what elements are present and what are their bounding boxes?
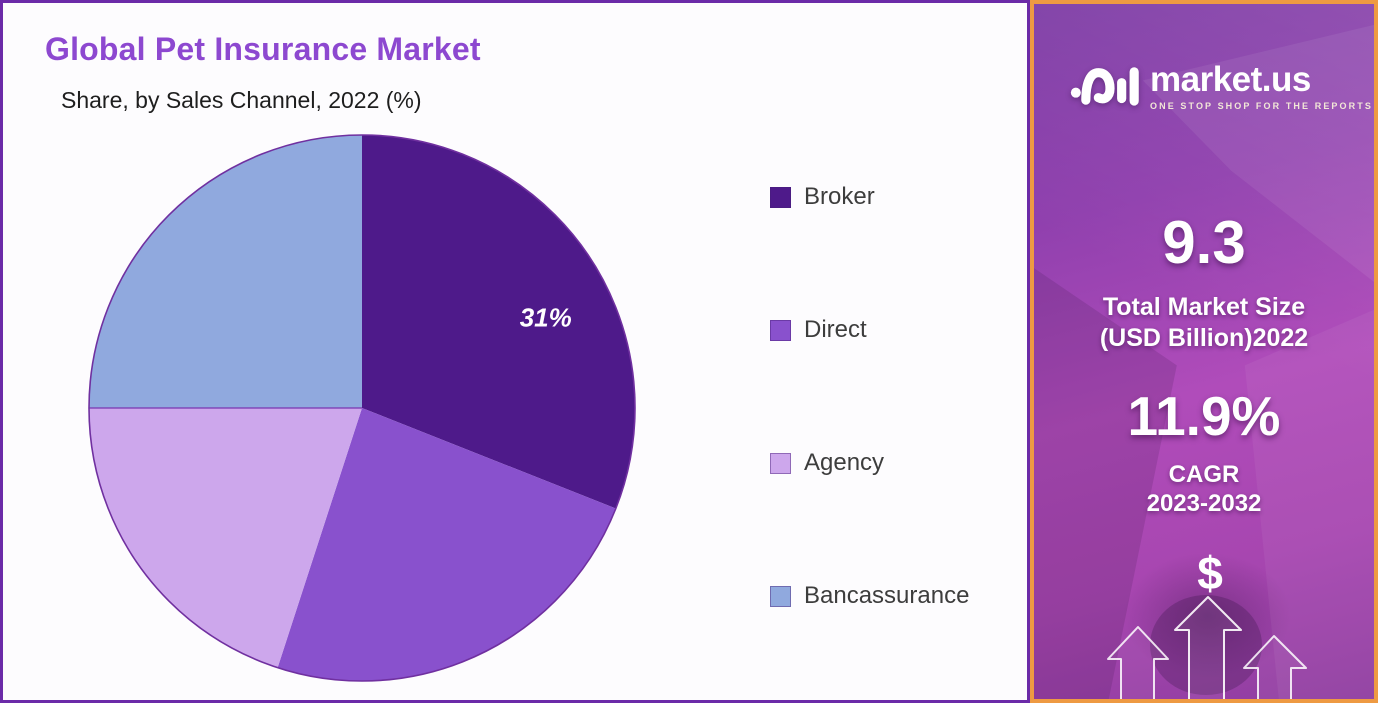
market-size-label: Total Market Size (USD Billion)2022 bbox=[1034, 292, 1374, 353]
market-size-label-line2: (USD Billion)2022 bbox=[1099, 323, 1309, 352]
legend-label: Broker bbox=[804, 183, 875, 210]
pie-slice-bancassurance bbox=[89, 135, 362, 408]
legend-swatch-direct bbox=[770, 319, 791, 341]
cagr-label: CAGR 2023-2032 bbox=[1034, 460, 1374, 519]
up-arrow-icon bbox=[1107, 626, 1169, 699]
legend-item-bancassurance: Bancassurance bbox=[770, 582, 969, 610]
chart-subtitle: Share, by Sales Channel, 2022 (%) bbox=[61, 87, 422, 113]
legend-label: Agency bbox=[804, 449, 885, 476]
legend-item-direct: Direct bbox=[770, 316, 969, 344]
legend-swatch-broker bbox=[770, 186, 791, 208]
cagr-value: 11.9% bbox=[1127, 385, 1281, 447]
dollar-icon: $ bbox=[1197, 547, 1223, 599]
legend-item-broker: Broker bbox=[770, 183, 969, 211]
marketus-logo-icon bbox=[1070, 67, 1139, 106]
up-arrow-icon bbox=[1243, 635, 1307, 699]
market-size-label-line1: Total Market Size bbox=[1102, 293, 1306, 321]
legend-swatch-agency bbox=[770, 452, 791, 474]
legend-item-agency: Agency bbox=[770, 449, 969, 477]
chart-title: Global Pet Insurance Market bbox=[45, 31, 481, 67]
up-arrow-icon bbox=[1174, 596, 1242, 699]
pie-slice-label-broker: 31% bbox=[520, 303, 572, 333]
market-size-value: 9.3 bbox=[1162, 209, 1246, 276]
brand-logo: market.us ONE STOP SHOP FOR THE REPORTS bbox=[1070, 60, 1373, 112]
brand-name: market.us bbox=[1150, 59, 1311, 99]
dark-circle-shape bbox=[1150, 595, 1262, 695]
pie-slice-direct bbox=[277, 408, 616, 682]
chart-panel: Global Pet Insurance Market Share, by Sa… bbox=[0, 0, 1030, 703]
brand-sidebar: market.us ONE STOP SHOP FOR THE REPORTS … bbox=[1030, 0, 1378, 703]
cagr-label-line2: 2023-2032 bbox=[1146, 490, 1262, 518]
pie-chart: 31% bbox=[88, 134, 636, 682]
chart-legend: Broker Direct Agency Bancassurance bbox=[770, 183, 969, 703]
legend-swatch-bancassurance bbox=[770, 585, 791, 607]
cagr-label-line1: CAGR bbox=[1168, 461, 1240, 488]
pie-slice-agency bbox=[89, 408, 362, 668]
brand-tagline: ONE STOP SHOP FOR THE REPORTS bbox=[1150, 100, 1373, 111]
legend-label: Direct bbox=[804, 316, 867, 343]
legend-label: Bancassurance bbox=[804, 582, 970, 609]
growth-arrows-icon: $ bbox=[1107, 547, 1307, 699]
pie-outline bbox=[88, 134, 636, 682]
brand-text: market.us ONE STOP SHOP FOR THE REPORTS bbox=[1150, 62, 1373, 111]
